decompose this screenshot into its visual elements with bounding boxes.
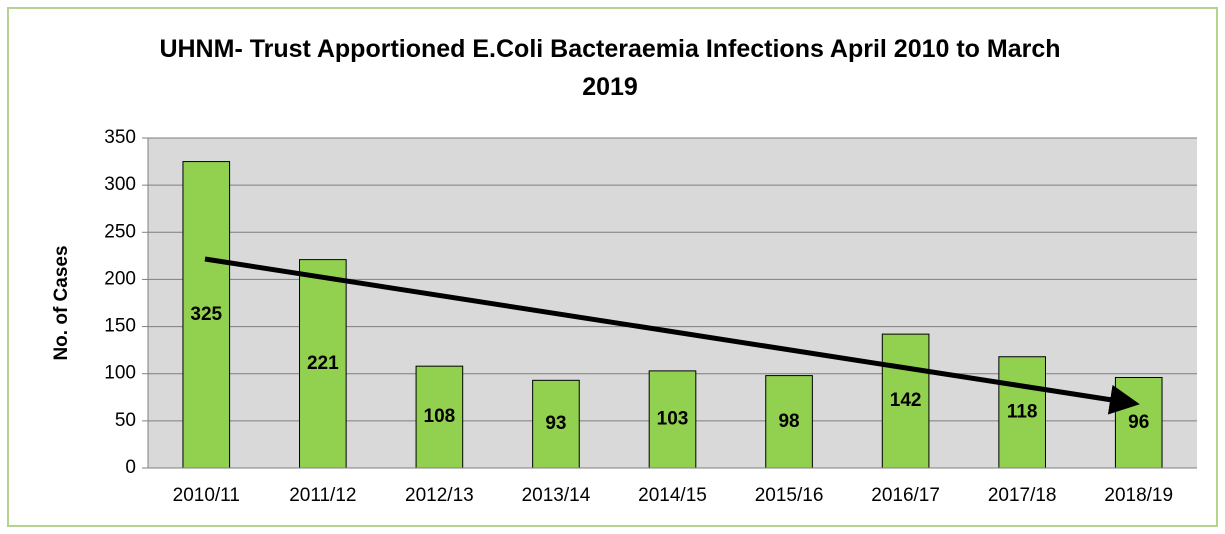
x-tick-label: 2010/11 [173,485,240,506]
y-tick-label: 0 [125,457,136,478]
data-label: 221 [307,353,339,374]
x-tick-label: 2016/17 [871,485,940,506]
x-tick-label: 2018/19 [1104,485,1173,506]
y-tick-label: 250 [104,221,136,242]
y-tick-label: 100 [104,363,136,384]
data-label: 142 [890,390,922,411]
data-label: 118 [1007,401,1038,422]
bar [881,333,930,469]
chart-title: UHNM- Trust Apportioned E.Coli Bacteraem… [159,35,1061,101]
bar [182,161,231,469]
data-label: 103 [657,408,689,429]
data-label: 98 [778,411,799,432]
bar [998,356,1046,469]
data-label: 325 [190,304,222,325]
y-tick-label: 50 [115,410,136,431]
bar [532,379,580,469]
y-tick-label: 300 [104,174,136,195]
y-tick-label: 350 [104,127,136,148]
y-tick-label: 200 [104,268,136,289]
y-axis-label: No. of Cases [51,245,72,360]
x-tick-label: 2013/14 [522,485,591,506]
y-tick-label: 150 [104,316,136,337]
data-label: 96 [1128,412,1149,433]
bar [299,259,347,469]
bar [415,365,464,469]
x-tick-label: 2012/13 [405,485,474,506]
x-tick-label: 2017/18 [988,485,1057,506]
data-label: 93 [545,413,566,434]
x-tick-label: 2014/15 [638,485,707,506]
data-label: 108 [424,406,456,427]
trend-arrow [204,256,1140,415]
x-tick-label: 2015/16 [755,485,824,506]
x-tick-label: 2011/12 [289,485,356,506]
bar [765,375,813,469]
